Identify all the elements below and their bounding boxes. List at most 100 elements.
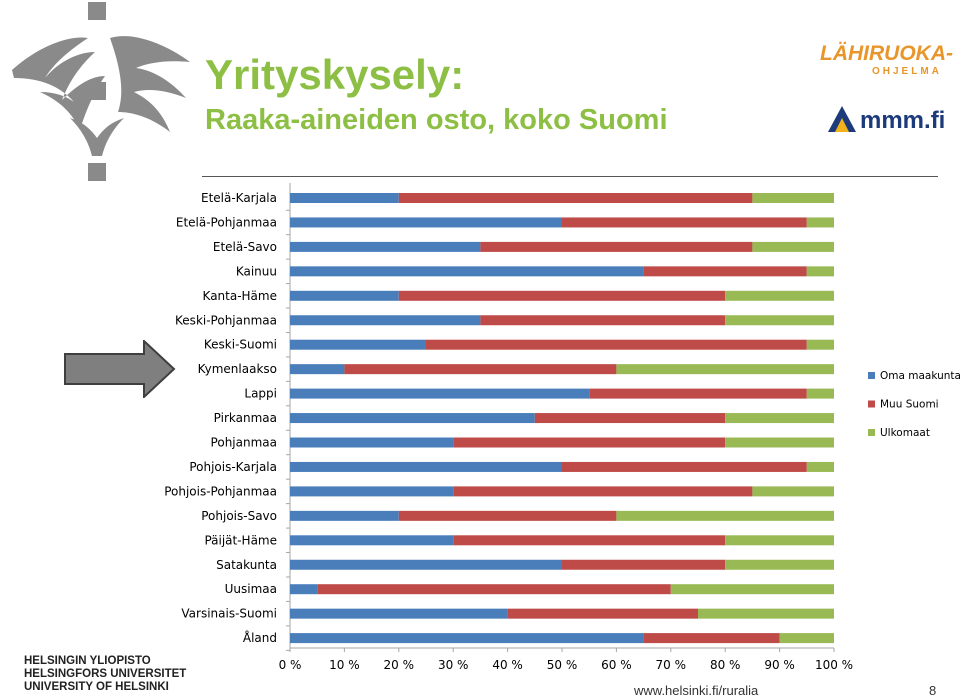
footer-url[interactable]: www.helsinki.fi/ruralia: [634, 683, 759, 698]
x-tick-label: 40 %: [492, 658, 523, 672]
bar-segment: [317, 584, 671, 595]
category-label: Etelä-Karjala: [201, 191, 277, 205]
x-tick-label: 30 %: [438, 658, 469, 672]
category-label: Etelä-Savo: [213, 240, 277, 254]
category-label: Pohjois-Savo: [201, 509, 277, 523]
bar-segment: [698, 608, 834, 619]
bar-segment: [534, 413, 726, 424]
bar-segment: [290, 510, 399, 521]
x-tick-label: 10 %: [329, 658, 360, 672]
category-label: Pirkanmaa: [214, 411, 277, 425]
legend-label: Ulkomaat: [880, 427, 930, 439]
category-label: Pohjois-Pohjanmaa: [164, 484, 277, 498]
bar-segment: [616, 510, 834, 521]
category-label: Lappi: [244, 387, 277, 401]
x-tick-label: 60 %: [601, 658, 632, 672]
university-name-fi: HELSINGIN YLIOPISTO: [24, 655, 151, 667]
legend-swatch: [868, 372, 875, 379]
bar-segment: [426, 339, 807, 350]
category-label: Varsinais-Suomi: [181, 607, 277, 621]
bar-segment: [453, 535, 726, 546]
bar-segment: [562, 461, 807, 472]
bar-segment: [290, 437, 454, 448]
mmm-logo: mmm.fi: [826, 104, 946, 136]
legend-label: Oma maakunta: [880, 370, 960, 382]
bar-segment: [344, 364, 617, 375]
category-label: Etelä-Pohjanmaa: [176, 215, 277, 229]
bar-segment: [290, 535, 454, 546]
category-label: Kymenlaakso: [198, 362, 277, 376]
bar-segment: [290, 193, 399, 203]
bar-segment: [290, 633, 644, 644]
bar-segment: [725, 437, 834, 448]
mmm-logo-text: mmm.fi: [860, 107, 946, 134]
bar-segment: [806, 388, 834, 399]
bar-segment: [290, 315, 481, 326]
university-flame-logo: [12, 2, 190, 181]
highlight-arrow-icon: [64, 340, 176, 398]
page-number: 8: [929, 683, 937, 698]
bar-segment: [725, 535, 834, 546]
bar-segment: [507, 608, 698, 619]
bar-segment: [480, 241, 753, 252]
bar-segment: [398, 290, 726, 301]
bar-segment: [725, 559, 834, 570]
legend-label: Muu Suomi: [880, 399, 939, 411]
x-tick-label: 100 %: [815, 658, 853, 672]
category-label: Pohjanmaa: [211, 436, 277, 450]
bar-segment: [806, 339, 834, 350]
legend-swatch: [868, 429, 875, 436]
bar-segment: [806, 217, 834, 228]
x-tick-label: 90 %: [764, 658, 795, 672]
category-label: Kanta-Häme: [203, 289, 277, 303]
university-name: HELSINGIN YLIOPISTO HELSINGFORS UNIVERSI…: [24, 655, 186, 694]
bar-segment: [643, 266, 807, 277]
bar-segment: [290, 413, 535, 424]
bar-segment: [290, 461, 562, 472]
x-tick-label: 80 %: [710, 658, 741, 672]
lahiruoka-logo: LÄHIRUOKA- OHJELMA: [820, 42, 953, 82]
category-label: Keski-Suomi: [204, 338, 277, 352]
x-tick-label: 20 %: [384, 658, 415, 672]
bar-segment: [725, 413, 834, 424]
bar-segment: [589, 388, 807, 399]
bar-segment: [779, 633, 834, 644]
category-label: Päijät-Häme: [204, 533, 277, 547]
category-label: Keski-Pohjanmaa: [175, 313, 277, 327]
page-title: Yrityskysely:: [205, 51, 465, 98]
bar-segment: [616, 364, 834, 375]
mmm-triangle-icon: [828, 106, 856, 132]
bar-segment: [290, 241, 481, 252]
bar-segment: [290, 608, 508, 619]
bar-segment: [562, 559, 726, 570]
lahiruoka-logo-line2: OHJELMA: [872, 66, 942, 77]
bar-segment: [290, 339, 426, 350]
category-label: Satakunta: [216, 558, 277, 572]
university-name-sv: HELSINGFORS UNIVERSITET: [24, 668, 187, 680]
bar-segment: [290, 290, 399, 301]
bar-segment: [290, 364, 345, 375]
bar-segment: [806, 266, 834, 277]
x-tick-label: 0 %: [279, 658, 302, 672]
bar-segment: [398, 193, 753, 203]
page-subtitle: Raaka-aineiden osto, koko Suomi: [205, 104, 668, 136]
bar-segment: [725, 290, 834, 301]
bar-segment: [752, 193, 834, 203]
bar-segment: [453, 437, 726, 448]
legend-swatch: [868, 400, 875, 408]
category-label: Åland: [243, 630, 277, 645]
lahiruoka-logo-line1: LÄHIRUOKA-: [820, 42, 953, 65]
category-label: Pohjois-Karjala: [189, 460, 277, 474]
bar-segment: [752, 241, 834, 252]
bar-segment: [453, 486, 753, 497]
bar-segment: [290, 388, 590, 399]
bar-segment: [643, 633, 780, 644]
bar-segment: [290, 559, 562, 570]
bar-segment: [725, 315, 834, 326]
x-tick-label: 50 %: [547, 658, 578, 672]
title-divider: [202, 176, 938, 177]
category-label: Kainuu: [236, 264, 277, 278]
bar-segment: [670, 584, 834, 595]
bar-segment: [480, 315, 726, 326]
